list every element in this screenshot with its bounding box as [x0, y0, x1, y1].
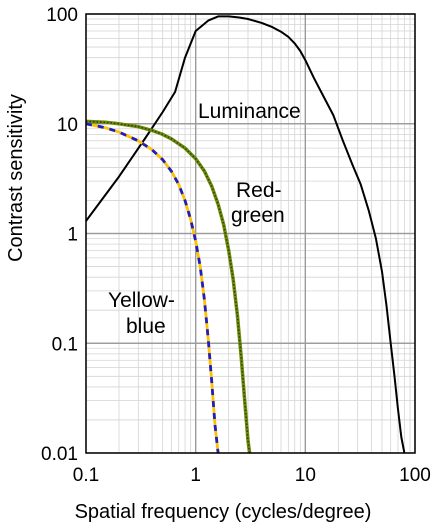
y-tick-label: 0.01 — [41, 444, 78, 465]
x-tick-label: 0.1 — [73, 465, 99, 486]
yellow-blue-curve-pattern — [85, 122, 220, 454]
red-green-label-line2: green — [231, 204, 285, 227]
x-tick-label: 10 — [295, 465, 316, 486]
luminance-curve — [85, 15, 406, 454]
x-tick-labels: 0.1 1 10 100 — [73, 465, 431, 486]
plot-series — [85, 15, 406, 454]
y-tick-label: 0.1 — [52, 334, 78, 355]
y-tick-labels: 100 10 1 0.1 0.01 — [41, 5, 78, 465]
y-tick-label: 100 — [46, 5, 78, 26]
yellow-blue-label-line2: blue — [126, 315, 166, 338]
red-green-label-line1: Red- — [236, 179, 282, 202]
x-axis-title: Spatial frequency (cycles/degree) — [75, 501, 372, 523]
y-tick-label: 10 — [57, 115, 78, 136]
red-green-curve-pattern — [85, 120, 251, 454]
luminance-label: Luminance — [198, 100, 301, 123]
red-green-curve — [85, 119, 252, 454]
y-tick-label: 1 — [67, 225, 78, 246]
y-axis-title: Contrast sensitivity — [5, 94, 27, 262]
x-tick-label: 1 — [190, 465, 201, 486]
x-tick-label: 100 — [399, 465, 431, 486]
plot-frame — [85, 13, 416, 454]
yellow-blue-label-line1: Yellow- — [108, 289, 175, 312]
